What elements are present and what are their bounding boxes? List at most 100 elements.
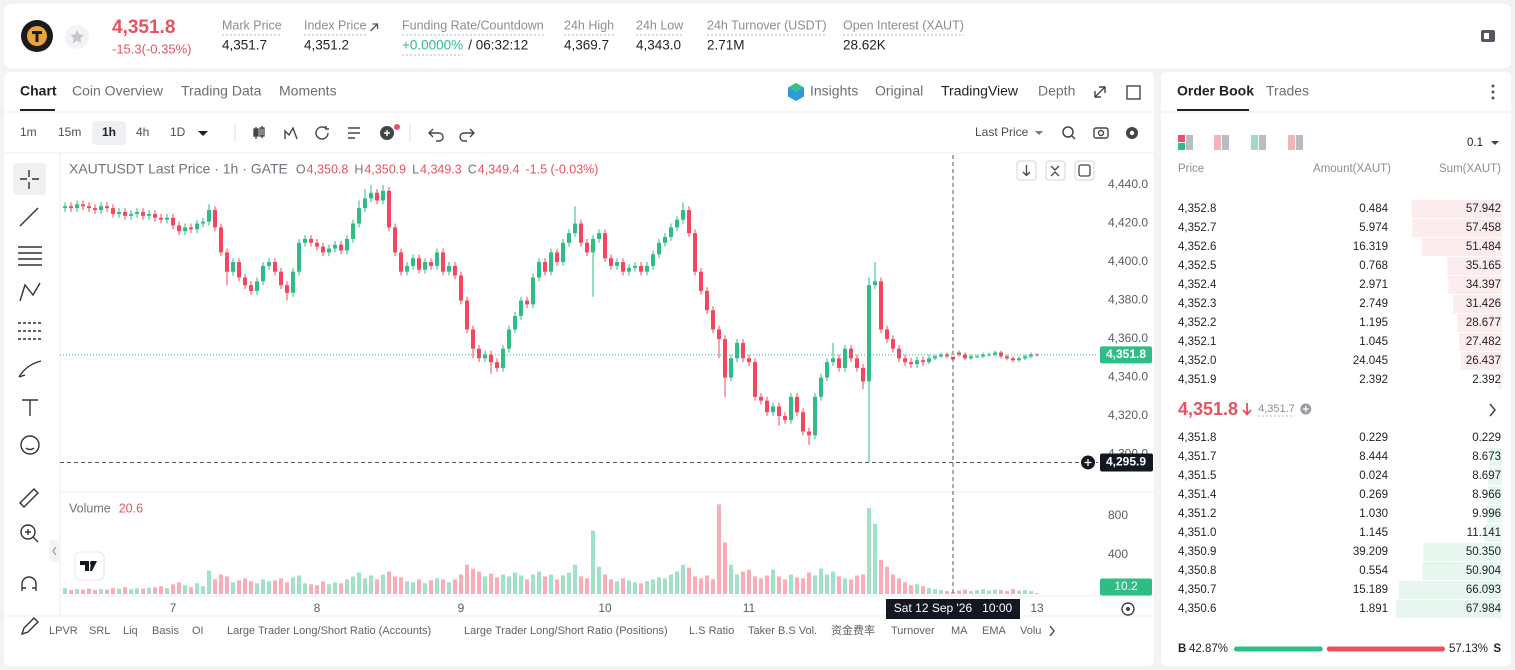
indicator-tab[interactable]: Taker B.S Vol. [748,625,817,637]
pattern-tool[interactable] [19,282,41,302]
view-tab[interactable]: TradingView [941,83,1019,99]
expand-button[interactable] [1094,86,1106,98]
redo-button[interactable] [459,128,475,142]
layout-both[interactable] [1178,135,1193,150]
chart-tab[interactable]: Moments [279,83,337,99]
indicator-tab[interactable]: Liq [123,625,138,637]
order-price[interactable]: 4,352.5 [1178,260,1216,272]
stat-label[interactable]: 24h Turnover (USDT) [707,18,826,32]
stat-label[interactable]: 24h High [564,18,614,32]
order-price[interactable]: 4,352.6 [1178,241,1216,253]
indicator-tab[interactable]: Volu [1020,625,1041,637]
stat-label[interactable]: Mark Price [222,18,282,32]
favorite-button[interactable] [65,25,89,49]
magnet-tool[interactable] [21,576,37,591]
brush-tool[interactable] [18,360,42,378]
interval-button[interactable]: 15m [58,125,81,139]
indicator-tab[interactable]: Turnover [891,625,935,637]
price-source-dropdown[interactable] [1035,131,1043,135]
trades-tab[interactable]: Trades [1266,83,1309,99]
indicator-tab[interactable]: Large Trader Long/Short Ratio (Positions… [464,625,668,637]
fullscreen-button[interactable] [1074,160,1095,181]
order-price[interactable]: 4,351.5 [1178,470,1216,482]
layout-button[interactable] [1126,85,1141,100]
candle-type-button[interactable] [253,126,265,139]
crosshair-icon[interactable] [20,170,39,189]
interval-dropdown[interactable] [198,131,208,136]
order-price[interactable]: 4,351.8 [1178,432,1216,444]
chart-tab[interactable]: Trading Data [181,83,262,99]
order-price[interactable]: 4,351.2 [1178,508,1216,520]
order-price[interactable]: 4,352.2 [1178,317,1216,329]
indicator-tab[interactable]: EMA [982,625,1007,637]
screenshot-button[interactable] [1093,127,1109,139]
indicator-tab[interactable]: 资金费率 [831,623,875,637]
emoji-tool[interactable] [20,435,40,455]
price-source[interactable]: Last Price [975,125,1029,139]
indicator-tab[interactable]: LPVR [49,625,78,637]
order-price[interactable]: 4,352.1 [1178,336,1216,348]
order-price[interactable]: 4,352.4 [1178,279,1217,291]
stat-label[interactable]: Open Interest (XAUT) [843,18,964,32]
fib-tool[interactable] [18,322,42,340]
order-price[interactable]: 4,350.7 [1178,584,1216,596]
order-book-tab[interactable]: Order Book [1177,83,1254,99]
indicator-tab[interactable]: Basis [152,625,179,637]
indicator-tab[interactable]: L.S Ratio [689,625,734,637]
order-book-expand[interactable] [1489,403,1496,417]
indicator-button[interactable] [284,126,298,140]
indicator-tab[interactable]: OI [192,625,204,637]
view-tab[interactable]: Depth [1038,83,1075,99]
precision-select[interactable]: 0.1 [1467,137,1483,149]
order-price[interactable]: 4,352.7 [1178,222,1216,234]
stat-label[interactable]: Index Price [304,18,367,32]
scroll-button[interactable] [1016,160,1037,181]
stat-label[interactable]: 24h Low [636,18,684,32]
indicator-tab[interactable]: Large Trader Long/Short Ratio (Accounts) [227,625,431,637]
precision-dropdown[interactable] [1491,141,1499,145]
header-menu-icon[interactable] [1481,30,1495,42]
alert-button[interactable] [380,124,400,140]
layout-asks[interactable] [1288,135,1303,150]
template-button[interactable] [348,127,360,139]
indicator-tab[interactable]: MA [951,625,968,637]
layout-split[interactable] [1214,135,1229,150]
indicator-tab[interactable]: SRL [89,625,110,637]
pencil-tool[interactable] [20,617,39,636]
text-tool[interactable] [22,399,38,416]
chart-tab[interactable]: Coin Overview [72,83,164,99]
chart-tab[interactable]: Chart [20,83,57,99]
undo-button[interactable] [428,128,444,142]
order-price[interactable]: 4,352.0 [1178,355,1216,367]
interval-button[interactable]: 1D [170,125,186,139]
order-price[interactable]: 4,351.4 [1178,489,1217,501]
order-price[interactable]: 4,352.8 [1178,203,1216,215]
interval-button[interactable]: 1m [20,125,37,139]
order-price[interactable]: 4,351.9 [1178,374,1216,386]
ruler-tool[interactable] [19,488,39,508]
layout-bids[interactable] [1251,135,1266,150]
replay-button[interactable] [315,126,329,140]
collapse-button[interactable] [1045,160,1066,181]
settings-button[interactable] [1126,127,1138,139]
order-price[interactable]: 4,352.3 [1178,298,1216,310]
crosshair-tool[interactable] [13,163,46,195]
order-price[interactable]: 4,350.9 [1178,546,1216,558]
indicator-scroll-right[interactable] [1049,625,1055,637]
channel-tool[interactable] [18,246,42,266]
order-book-menu[interactable] [1491,84,1495,100]
order-price[interactable]: 4,350.8 [1178,565,1216,577]
view-tab[interactable]: Insights [810,83,858,99]
order-price[interactable]: 4,350.6 [1178,603,1216,615]
search-button[interactable] [1062,126,1076,140]
stat-label[interactable]: Funding Rate/Countdown [402,18,544,32]
line-tool[interactable] [19,207,39,227]
order-price[interactable]: 4,351.7 [1178,451,1216,463]
view-tab[interactable]: Original [875,83,923,99]
interval-button[interactable]: 1h [102,125,116,139]
zoom-tool[interactable] [20,524,39,543]
chart-settings-gear[interactable] [1121,602,1135,616]
interval-button[interactable]: 4h [136,125,149,139]
collapse-toggle[interactable] [49,540,59,562]
order-price[interactable]: 4,351.0 [1178,527,1216,539]
